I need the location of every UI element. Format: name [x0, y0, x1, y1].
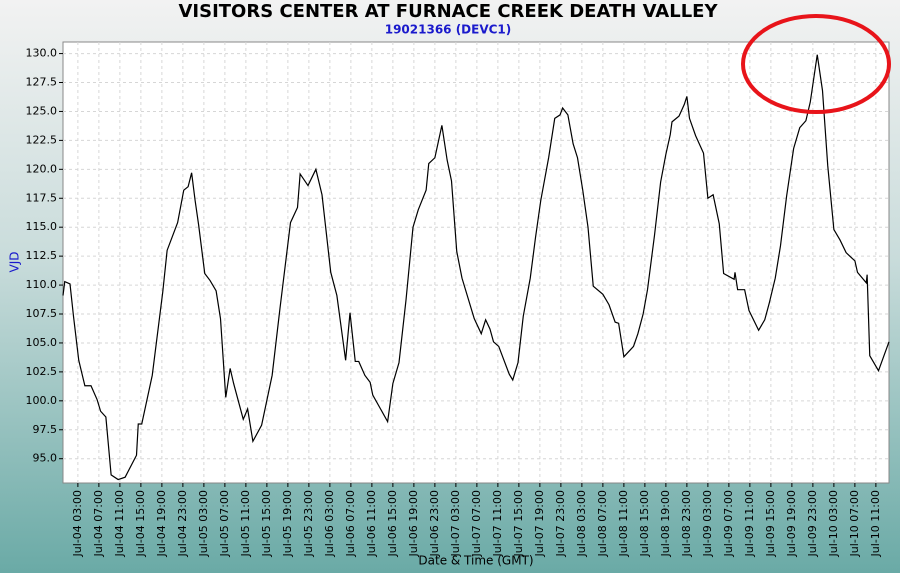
x-tick-label: Jul-08 15:00	[638, 490, 651, 557]
chart-subtitle: 19021366 (DEVC1)	[385, 23, 512, 37]
x-tick-label: Jul-10 11:00	[869, 490, 882, 557]
x-tick-label: Jul-06 03:00	[323, 490, 336, 557]
x-tick-label: Jul-04 03:00	[71, 490, 84, 557]
x-tick-label: Jul-05 23:00	[302, 490, 315, 557]
x-tick-label: Jul-07 11:00	[491, 490, 504, 557]
x-tick-label: Jul-06 15:00	[386, 490, 399, 557]
y-tick-label: 115.0	[26, 220, 58, 233]
x-tick-label: Jul-05 07:00	[218, 490, 231, 557]
x-tick-label: Jul-10 03:00	[827, 490, 840, 557]
x-tick-label: Jul-09 19:00	[785, 490, 798, 557]
x-tick-label: Jul-07 07:00	[470, 490, 483, 557]
data-line	[62, 54, 890, 481]
y-tick-label: 105.0	[26, 336, 58, 349]
x-tick-label: Jul-09 07:00	[722, 490, 735, 557]
x-tick-label: Jul-08 19:00	[659, 490, 672, 557]
y-tick-label: 102.5	[26, 365, 58, 378]
x-tick-label: Jul-08 07:00	[596, 490, 609, 557]
y-tick-label: 110.0	[26, 278, 58, 291]
x-tick-label: Jul-04 07:00	[92, 490, 105, 557]
y-axis-label: VJD	[8, 252, 22, 273]
x-tick-label: Jul-06 23:00	[428, 490, 441, 557]
x-tick-label: Jul-07 23:00	[554, 490, 567, 557]
y-tick-label: 122.5	[26, 133, 58, 146]
highlight-ellipse	[741, 14, 891, 114]
x-tick-label: Jul-09 23:00	[806, 490, 819, 557]
x-tick-label: Jul-08 11:00	[617, 490, 630, 557]
x-axis-label: Date & Time (GMT)	[418, 554, 533, 568]
x-tick-label: Jul-08 03:00	[575, 490, 588, 557]
y-tick-label: 100.0	[26, 394, 58, 407]
y-tick-label: 117.5	[26, 191, 58, 204]
x-tick-label: Jul-07 19:00	[533, 490, 546, 557]
x-tick-label: Jul-04 11:00	[113, 490, 126, 557]
x-tick-label: Jul-06 19:00	[407, 490, 420, 557]
y-tick-label: 130.0	[26, 47, 58, 60]
x-tick-label: Jul-05 19:00	[281, 490, 294, 557]
x-tick-label: Jul-05 03:00	[197, 490, 210, 557]
plot-area	[62, 41, 890, 484]
x-tick-label: Jul-05 15:00	[260, 490, 273, 557]
x-tick-label: Jul-07 15:00	[512, 490, 525, 557]
x-tick-label: Jul-05 11:00	[239, 490, 252, 557]
x-tick-label: Jul-08 23:00	[680, 490, 693, 557]
x-tick-label: Jul-09 11:00	[743, 490, 756, 557]
x-tick-label: Jul-06 11:00	[365, 490, 378, 557]
x-tick-label: Jul-04 19:00	[155, 490, 168, 557]
x-tick-label: Jul-04 15:00	[134, 490, 147, 557]
y-tick-label: 97.5	[33, 423, 58, 436]
y-tick-label: 107.5	[26, 307, 58, 320]
y-tick-label: 112.5	[26, 249, 58, 262]
x-tick-label: Jul-07 03:00	[449, 490, 462, 557]
chart-title: VISITORS CENTER AT FURNACE CREEK DEATH V…	[178, 1, 718, 22]
y-tick-label: 125.0	[26, 104, 58, 117]
y-tick-label: 127.5	[26, 76, 58, 89]
x-tick-label: Jul-04 23:00	[176, 490, 189, 557]
x-tick-label: Jul-10 07:00	[848, 490, 861, 557]
x-tick-label: Jul-06 07:00	[344, 490, 357, 557]
y-tick-label: 95.0	[33, 452, 58, 465]
x-tick-label: Jul-09 03:00	[701, 490, 714, 557]
y-tick-label: 120.0	[26, 162, 58, 175]
x-tick-label: Jul-09 15:00	[764, 490, 777, 557]
